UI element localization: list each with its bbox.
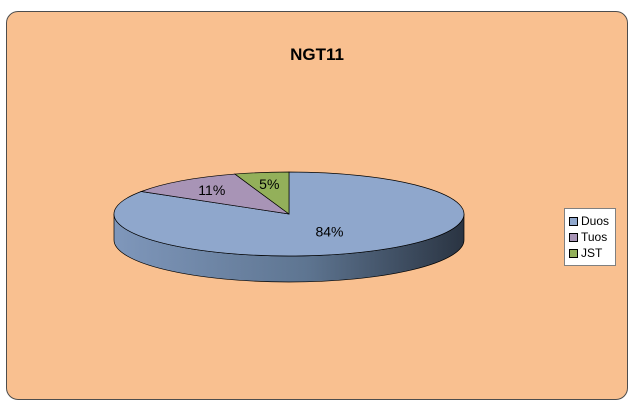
pie-slice-jst [233, 171, 290, 215]
legend-item-duos: Duos [569, 213, 615, 229]
data-label-jst: 5% [259, 176, 279, 192]
legend-item-tuos: Tuos [569, 229, 615, 245]
chart-title: NGT11 [290, 45, 344, 64]
legend-swatch-jst [569, 248, 578, 258]
pie-slice-tuos [139, 173, 290, 215]
legend-label-jst: JST [581, 246, 603, 260]
legend-item-jst: JST [569, 245, 615, 261]
legend-label-tuos: Tuos [581, 230, 608, 244]
legend-swatch-tuos [569, 232, 578, 242]
legend-label-duos: Duos [581, 214, 610, 228]
data-label-duos: 84% [315, 224, 343, 240]
chart-legend: Duos Tuos JST [564, 208, 616, 266]
legend-swatch-duos [569, 216, 578, 226]
data-label-tuos: 11% [198, 182, 225, 198]
